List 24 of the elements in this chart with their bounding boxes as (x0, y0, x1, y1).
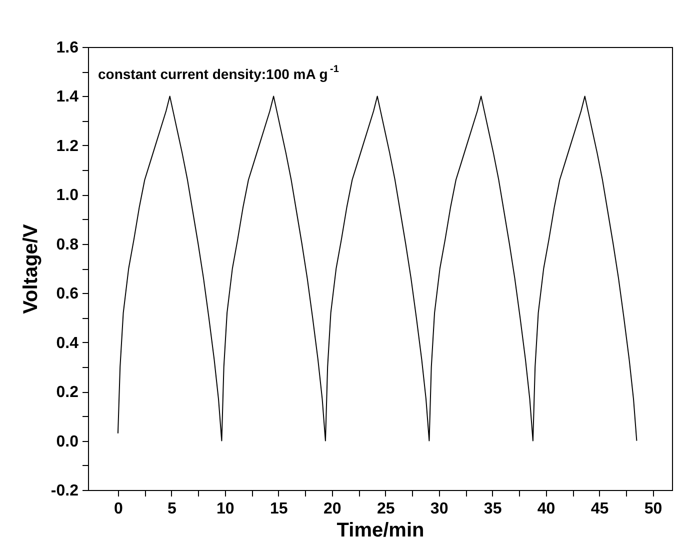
x-tick-label: 50 (644, 500, 662, 518)
y-tick-label: 1.6 (56, 40, 79, 56)
line-series (117, 96, 638, 442)
x-tick-label: 10 (216, 500, 234, 518)
x-tick-label: 40 (537, 500, 556, 518)
x-axis-title: Time/min (336, 520, 424, 542)
y-tick-label: 0.2 (56, 384, 79, 402)
y-axis-title: Voltage/V (20, 224, 42, 314)
x-tick-label: 20 (323, 500, 342, 518)
x-tick-label: 35 (484, 500, 502, 518)
y-tick-label: 0.4 (56, 334, 79, 352)
x-tick-label: 25 (376, 500, 395, 518)
y-tick-label: 0.6 (56, 286, 79, 303)
x-tick-label: 0 (114, 500, 123, 518)
y-tick-label: 0.0 (56, 433, 79, 450)
x-tick-label: 5 (167, 500, 176, 518)
x-tick-label: 15 (270, 500, 288, 518)
y-tick-label: 1.2 (56, 138, 79, 155)
y-tick-label: 0.8 (56, 236, 79, 254)
y-tick-label: 1.4 (56, 88, 79, 106)
x-tick-label: 45 (590, 500, 609, 518)
x-tick-label: 30 (430, 500, 448, 518)
y-tick-label: -0.2 (50, 482, 79, 500)
y-tick-label: 1.0 (56, 187, 79, 204)
